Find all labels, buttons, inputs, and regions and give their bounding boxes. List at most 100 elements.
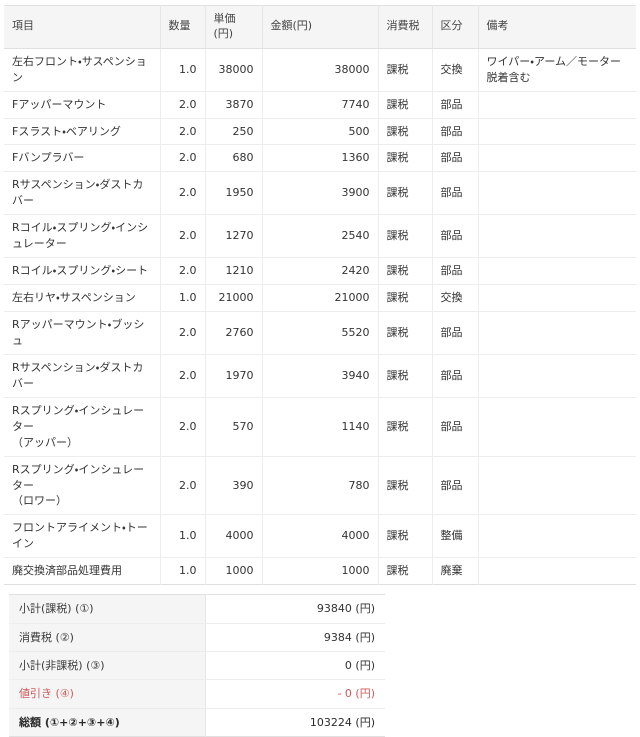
item-name-cell: フロントアライメント・トーイン <box>4 514 161 559</box>
remarks-cell <box>478 144 636 173</box>
amount-cell: 500 <box>262 118 379 146</box>
summary-amount: 93840 <box>316 602 352 616</box>
header-row: 項目 数量 単価 (円) 金額(円) 消費税 区分 備考 <box>4 5 636 49</box>
amount-cell: 3940 <box>262 354 379 398</box>
remarks-cell <box>478 214 636 259</box>
item-name-cell: Fスラスト・ベアリング <box>4 118 161 146</box>
category-cell: 部品 <box>432 91 479 119</box>
category-cell: 部品 <box>432 257 479 286</box>
unit-price-cell: 1270 <box>205 214 263 259</box>
quantity-cell: 2.0 <box>160 91 206 119</box>
amount-cell: 780 <box>262 456 379 516</box>
column-header-item: 項目 <box>4 5 161 49</box>
summary-section: 小計(課税) (①) 93840 (円) 消費税 (②) 9384 (円) 小計(非課税… <box>4 594 636 737</box>
remarks-cell <box>478 118 636 146</box>
summary-row: 総額 (①+②+③+④) 103224 (円) <box>9 708 385 737</box>
column-header-amount: 金額(円) <box>262 5 379 49</box>
category-cell: 部品 <box>432 456 479 516</box>
estimate-page: 項目 数量 単価 (円) 金額(円) 消費税 区分 備考 左右フロント・サスペン… <box>4 5 636 737</box>
summary-label: 総額 (①+②+③+④) <box>9 708 206 737</box>
quantity-cell: 2.0 <box>160 171 206 216</box>
summary-value: - 0 (円) <box>205 679 385 709</box>
amount-cell: 1000 <box>262 557 379 585</box>
item-name-cell: 左右フロント・サスペンション <box>4 48 161 92</box>
items-table: 項目 数量 単価 (円) 金額(円) 消費税 区分 備考 左右フロント・サスペン… <box>4 5 636 586</box>
unit-price-cell: 680 <box>205 144 263 173</box>
quantity-cell: 1.0 <box>160 557 206 585</box>
unit-price-cell: 2760 <box>205 311 263 355</box>
amount-cell: 7740 <box>262 91 379 119</box>
table-row: Rスプリング・インシュレーター （アッパー） 2.0 570 1140 課税 部品 <box>4 397 636 457</box>
table-row: Fアッパーマウント 2.0 3870 7740 課税 部品 <box>4 91 636 119</box>
amount-cell: 1140 <box>262 397 379 457</box>
remarks-cell <box>478 311 636 355</box>
summary-label: 消費税 (②) <box>9 623 206 652</box>
amount-cell: 2420 <box>262 257 379 286</box>
quantity-cell: 2.0 <box>160 354 206 398</box>
summary-amount: 103224 <box>309 715 352 729</box>
summary-amount: 9384 <box>323 630 352 644</box>
item-name-cell: Fアッパーマウント <box>4 91 161 119</box>
currency-unit: (円) <box>355 658 375 672</box>
unit-price-cell: 21000 <box>205 284 263 312</box>
amount-cell: 3900 <box>262 171 379 216</box>
items-table-body: 左右フロント・サスペンション 1.0 38000 38000 課税 交換 ワイパー・アーム／… <box>4 48 636 585</box>
column-header-category: 区分 <box>432 5 479 49</box>
category-cell: 部品 <box>432 144 479 173</box>
unit-price-cell: 1000 <box>205 557 263 585</box>
unit-price-cell: 38000 <box>205 48 263 92</box>
category-cell: 部品 <box>432 311 479 355</box>
summary-row: 小計(非課税) (③) 0 (円) <box>9 651 385 681</box>
summary-table: 小計(課税) (①) 93840 (円) 消費税 (②) 9384 (円) 小計(非課税… <box>9 594 385 737</box>
item-name-cell: 廃交換済部品処理費用 <box>4 557 161 585</box>
quantity-cell: 1.0 <box>160 284 206 312</box>
item-name-cell: Rサスペンション・ダストカバー <box>4 171 161 216</box>
category-cell: 整備 <box>432 514 479 559</box>
tax-type-cell: 課税 <box>378 144 433 173</box>
column-header-unit-price: 単価 (円) <box>205 5 263 49</box>
remarks-cell: ワイパー・アーム／モーター 脱着含む <box>478 48 636 92</box>
unit-price-cell: 1970 <box>205 354 263 398</box>
unit-price-cell: 3870 <box>205 91 263 119</box>
tax-type-cell: 課税 <box>378 311 433 355</box>
table-row: Rコイル・スプリング・シート 2.0 1210 2420 課税 部品 <box>4 257 636 286</box>
column-header-quantity: 数量 <box>160 5 206 49</box>
item-name-cell: 左右リヤ・サスペンション <box>4 284 161 312</box>
tax-type-cell: 課税 <box>378 354 433 398</box>
table-row: Rサスペンション・ダストカバー 2.0 1950 3900 課税 部品 <box>4 171 636 216</box>
item-name-cell: Fバンプラバー <box>4 144 161 173</box>
table-row: Rコイル・スプリング・インシュレーター 2.0 1270 2540 課税 部品 <box>4 214 636 259</box>
currency-unit: (円) <box>355 687 375 701</box>
items-table-header: 項目 数量 単価 (円) 金額(円) 消費税 区分 備考 <box>4 5 636 49</box>
remarks-cell <box>478 284 636 312</box>
summary-label: 値引き (④) <box>9 679 206 709</box>
tax-type-cell: 課税 <box>378 284 433 312</box>
quantity-cell: 2.0 <box>160 257 206 286</box>
category-cell: 交換 <box>432 48 479 92</box>
item-name-cell: Rコイル・スプリング・インシュレーター <box>4 214 161 259</box>
quantity-cell: 2.0 <box>160 144 206 173</box>
remarks-cell <box>478 558 636 585</box>
summary-amount: - 0 <box>337 687 352 701</box>
remarks-cell <box>478 171 636 216</box>
summary-label: 小計(非課税) (③) <box>9 651 206 681</box>
tax-type-cell: 課税 <box>378 557 433 585</box>
category-cell: 部品 <box>432 397 479 457</box>
summary-value: 0 (円) <box>205 651 385 681</box>
tax-type-cell: 課税 <box>378 397 433 457</box>
category-cell: 部品 <box>432 171 479 216</box>
amount-cell: 5520 <box>262 311 379 355</box>
table-row: 廃交換済部品処理費用 1.0 1000 1000 課税 廃棄 <box>4 557 636 585</box>
tax-type-cell: 課税 <box>378 456 433 516</box>
summary-amount: 0 <box>344 658 352 672</box>
quantity-cell: 2.0 <box>160 118 206 146</box>
quantity-cell: 2.0 <box>160 397 206 457</box>
item-name-cell: Rアッパーマウント・ブッシュ <box>4 311 161 355</box>
summary-label: 小計(課税) (①) <box>9 594 206 624</box>
amount-cell: 38000 <box>262 48 379 92</box>
summary-row: 消費税 (②) 9384 (円) <box>9 623 385 652</box>
summary-value: 9384 (円) <box>205 623 385 652</box>
table-row: 左右フロント・サスペンション 1.0 38000 38000 課税 交換 ワイパー・アーム／… <box>4 48 636 92</box>
quantity-cell: 2.0 <box>160 456 206 516</box>
amount-cell: 21000 <box>262 284 379 312</box>
